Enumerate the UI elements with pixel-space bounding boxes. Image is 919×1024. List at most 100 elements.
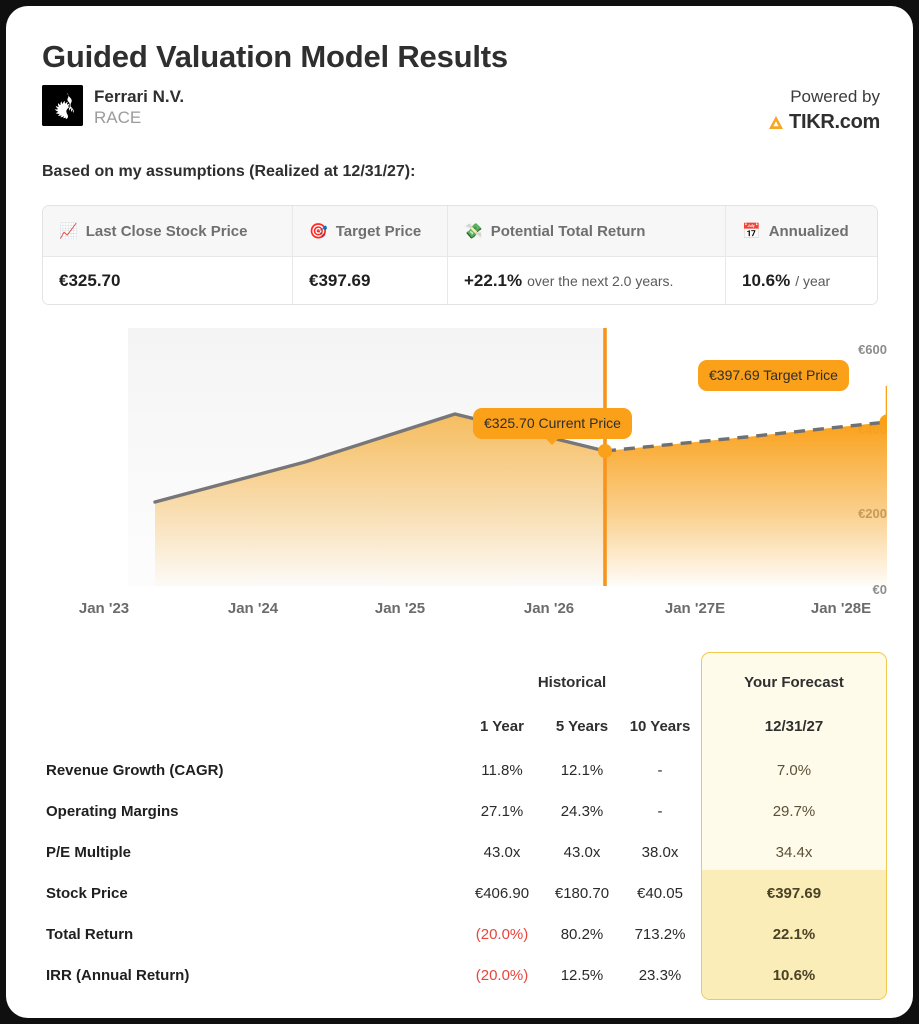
tooltip-tail xyxy=(545,438,560,445)
table-cell: 27.1% xyxy=(480,803,524,820)
table-cell: (20.0%) xyxy=(475,926,529,943)
ferrari-prancing-horse-logo xyxy=(42,85,83,126)
table-cell: 24.3% xyxy=(560,803,604,820)
table-row-label: Operating Margins xyxy=(46,803,179,820)
forecast-cell: 29.7% xyxy=(772,803,816,820)
stat-body: 10.6% / year xyxy=(726,257,877,304)
company-name: Ferrari N.V. xyxy=(94,87,185,106)
table-row-label: P/E Multiple xyxy=(46,844,132,861)
table-cell: €406.90 xyxy=(474,885,530,902)
current-price-tooltip-label: €325.70 Current Price xyxy=(484,415,621,431)
forecast-highlight-shade xyxy=(702,870,886,999)
tikr-brand-name: TIKR.com xyxy=(789,111,880,133)
table-cell: 43.0x xyxy=(483,844,521,861)
powered-by-label: Powered by xyxy=(790,87,880,106)
powered-by-block: Powered by TIKR.com xyxy=(767,86,880,134)
table-cell: 12.5% xyxy=(560,967,604,984)
forecast-cell: 22.1% xyxy=(772,926,816,943)
target-price-tooltip-label: €397.69 Target Price xyxy=(709,367,838,383)
assumption-headline: Based on my assumptions (Realized at 12/… xyxy=(42,163,416,180)
x-axis-tick: Jan '26 xyxy=(523,600,575,617)
chart-plot-area: €325.70 Current Price €397.69 Target Pri… xyxy=(104,328,895,586)
column-header-5-years: 5 Years xyxy=(555,718,609,735)
current-price-dot xyxy=(598,444,612,458)
forecast-cell: €397.69 xyxy=(766,885,822,902)
stat-label: Annualized xyxy=(768,222,849,240)
x-axis-tick: Jan '28E xyxy=(810,600,872,617)
money-with-wings-icon: 💸 xyxy=(464,222,483,240)
column-header-10-years: 10 Years xyxy=(629,718,691,735)
company-identity: Ferrari N.V. RACE xyxy=(42,85,184,129)
stat-header: 📈 Last Close Stock Price xyxy=(43,206,292,257)
table-cell: €180.70 xyxy=(554,885,610,902)
stat-label: Potential Total Return xyxy=(490,222,646,240)
tikr-mountain-mark-icon xyxy=(769,116,784,129)
your-forecast-column xyxy=(701,652,887,1000)
metrics-table: Historical Your Forecast 12/31/27 1 Year… xyxy=(42,652,887,1000)
stat-header: 📅 Annualized xyxy=(726,206,877,257)
stat-body: +22.1% over the next 2.0 years. xyxy=(448,257,725,304)
stat-value: 10.6% xyxy=(742,270,791,290)
stat-header: 💸 Potential Total Return xyxy=(448,206,725,257)
table-cell: €40.05 xyxy=(637,885,683,902)
company-ticker: RACE xyxy=(94,108,142,127)
stat-value: +22.1% xyxy=(464,270,523,290)
company-text: Ferrari N.V. RACE xyxy=(94,85,184,129)
page-title: Guided Valuation Model Results xyxy=(42,39,508,74)
table-cell: (20.0%) xyxy=(475,967,529,984)
current-price-tooltip: €325.70 Current Price xyxy=(473,408,632,445)
table-cell: - xyxy=(657,803,663,820)
header: Guided Valuation Model Results Ferrari N… xyxy=(6,6,913,156)
table-row-label: Revenue Growth (CAGR) xyxy=(46,762,224,779)
forecast-date-header: 12/31/27 xyxy=(764,718,824,735)
stat-header: 🎯 Target Price xyxy=(293,206,447,257)
target-price-tooltip: €397.69 Target Price xyxy=(698,360,849,391)
table-cell: 23.3% xyxy=(638,967,682,984)
table-row-label: Stock Price xyxy=(46,885,128,902)
table-cell: 12.1% xyxy=(560,762,604,779)
historical-group-header: Historical xyxy=(537,674,607,691)
forecast-cell: 34.4x xyxy=(775,844,813,861)
chart-svg xyxy=(128,328,895,586)
forecast-group-header: Your Forecast xyxy=(744,674,844,691)
historical-area-fill xyxy=(155,414,605,586)
prancing-horse-icon xyxy=(42,85,83,126)
y-axis-tick: €600 xyxy=(858,342,887,357)
summary-stats-table: 📈 Last Close Stock Price €325.70 🎯 Targe… xyxy=(42,205,878,305)
x-axis-tick: Jan '25 xyxy=(374,600,426,617)
column-header-1-year: 1 Year xyxy=(480,718,524,735)
results-card: Guided Valuation Model Results Ferrari N… xyxy=(6,6,913,1018)
forecast-price-line xyxy=(604,420,888,453)
calendar-icon: 📅 xyxy=(742,222,761,240)
stat-body: €325.70 xyxy=(43,257,292,304)
stat-potential-total-return: 💸 Potential Total Return +22.1% over the… xyxy=(448,206,726,304)
table-cell: 11.8% xyxy=(481,762,523,779)
x-axis-tick: Jan '24 xyxy=(227,600,279,617)
price-forecast-chart: €600 €400 €200 €0 xyxy=(42,328,895,638)
stat-target-price: 🎯 Target Price €397.69 xyxy=(293,206,448,304)
table-row-label: Total Return xyxy=(46,926,134,943)
table-cell: 713.2% xyxy=(634,926,686,943)
tikr-brand[interactable]: TIKR.com xyxy=(767,111,880,134)
table-cell: 38.0x xyxy=(641,844,679,861)
x-axis-tick: Jan '27E xyxy=(664,600,726,617)
forecast-area-fill xyxy=(605,422,887,586)
stat-value: €397.69 xyxy=(309,270,371,290)
table-cell: - xyxy=(657,762,663,779)
forecast-cell: 10.6% xyxy=(772,967,816,984)
x-axis-tick: Jan '23 xyxy=(78,600,130,617)
stat-suffix: over the next 2.0 years. xyxy=(527,272,674,289)
stat-last-close-stock-price: 📈 Last Close Stock Price €325.70 xyxy=(43,206,293,304)
stat-suffix: / year xyxy=(795,272,831,289)
stat-value: €325.70 xyxy=(59,270,121,290)
table-cell: 80.2% xyxy=(560,926,604,943)
stat-label: Last Close Stock Price xyxy=(85,222,248,240)
forecast-cell: 7.0% xyxy=(776,762,812,779)
target-dart-icon: 🎯 xyxy=(309,222,328,240)
table-cell: 43.0x xyxy=(563,844,601,861)
table-row-label: IRR (Annual Return) xyxy=(46,967,190,984)
stat-label: Target Price xyxy=(335,222,422,240)
stat-annualized: 📅 Annualized 10.6% / year xyxy=(726,206,877,304)
stat-body: €397.69 xyxy=(293,257,447,304)
chart-up-icon: 📈 xyxy=(59,222,78,240)
